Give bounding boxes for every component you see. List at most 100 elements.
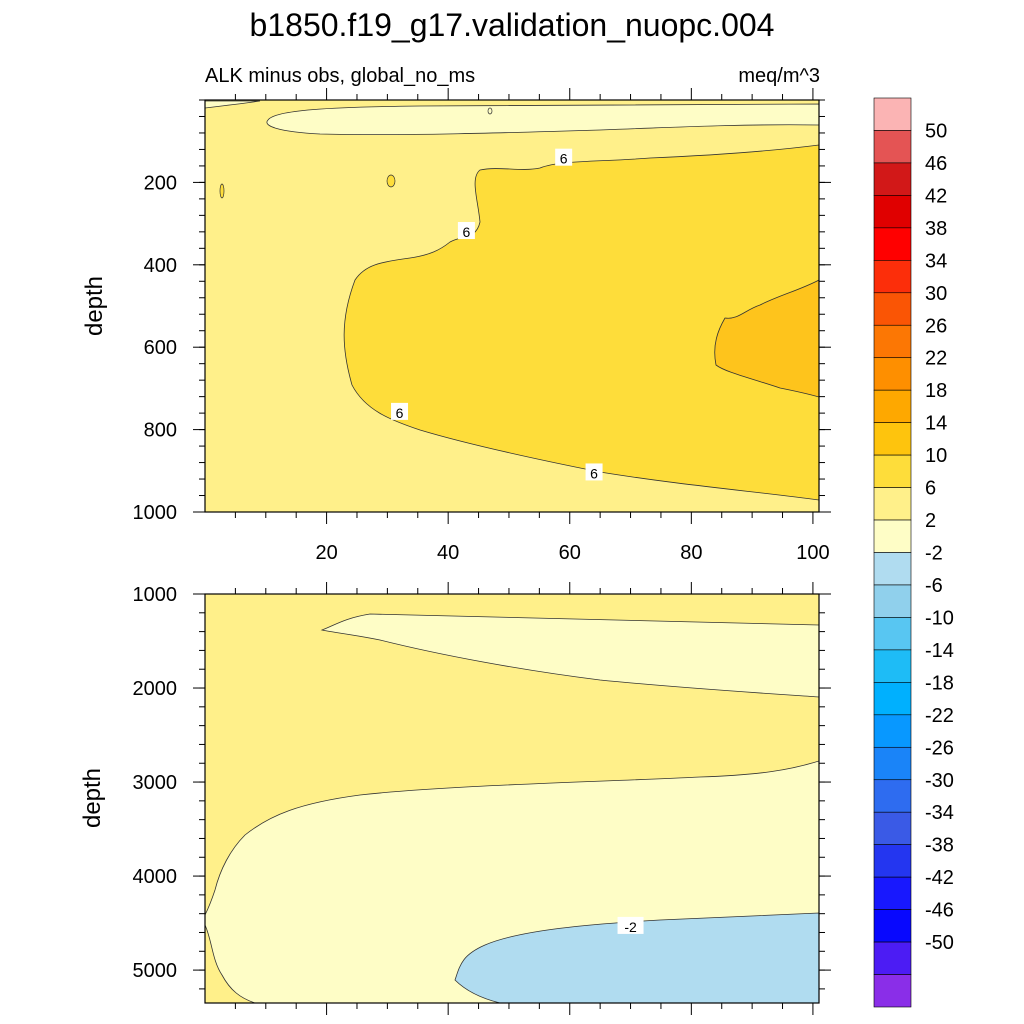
lower-ticks: 1000 2000 3000 4000 5000 xyxy=(133,582,831,1015)
colorbar-swatch xyxy=(873,389,912,423)
colorbar-swatch xyxy=(873,779,912,813)
colorbar-label: 42 xyxy=(925,185,947,207)
contour-label-box xyxy=(617,916,644,934)
colorbar-swatch xyxy=(873,941,912,975)
ytick-label: 2000 xyxy=(133,678,178,700)
ytick-label: 5000 xyxy=(133,960,178,982)
ytick-label: 400 xyxy=(144,255,177,277)
ytick-label: 800 xyxy=(144,420,177,442)
ytick-label: 1000 xyxy=(133,584,178,606)
ytick-label: 200 xyxy=(144,172,177,194)
colorbar-swatch xyxy=(873,974,912,1008)
colorbar-swatch xyxy=(873,324,912,359)
colorbar-label: -42 xyxy=(925,867,954,889)
chart-title: b1850.f19_g17.validation_nuopc.004 xyxy=(250,7,775,43)
colorbar-swatch xyxy=(873,649,912,683)
colorbar-label: 46 xyxy=(925,153,947,175)
colorbar-swatch xyxy=(873,519,912,553)
colorbar-label: -26 xyxy=(925,737,954,759)
colorbar-swatch xyxy=(873,130,912,164)
contour-label-box xyxy=(391,402,409,420)
units-subtitle: meq/m^3 xyxy=(738,65,820,87)
upper-island xyxy=(219,183,225,199)
colorbar-label: 22 xyxy=(925,348,947,370)
colorbar-swatch xyxy=(873,811,912,845)
ytick-label: 600 xyxy=(144,337,177,359)
colorbar-label: -22 xyxy=(925,705,954,727)
colorbar-label: -2 xyxy=(925,543,943,565)
colorbar-swatch xyxy=(873,876,912,910)
ytick-label: 4000 xyxy=(133,866,178,888)
colorbar-label: -34 xyxy=(925,802,954,824)
xtick-label: 100 xyxy=(796,542,829,564)
contour-label: 6 xyxy=(396,405,404,421)
upper-ticks: 200 400 600 800 1000 20 40 60 80 100 xyxy=(133,88,831,564)
contour-label-box xyxy=(585,463,603,481)
colorbar-swatch xyxy=(873,422,912,456)
colorbar-swatch xyxy=(873,260,912,294)
ytick-label: 3000 xyxy=(133,772,178,794)
colorbar-label: -46 xyxy=(925,900,954,922)
colorbar-swatch xyxy=(873,909,912,943)
lower-corner xyxy=(205,924,256,1003)
colorbar-label: -10 xyxy=(925,607,954,629)
lower-negative xyxy=(454,912,819,1003)
xtick-label: 40 xyxy=(437,542,459,564)
upper-frame xyxy=(204,99,820,513)
upper-island xyxy=(386,174,396,188)
lower-frame xyxy=(204,593,820,1004)
colorbar-swatch xyxy=(873,714,912,748)
colorbar-swatch xyxy=(873,454,912,488)
colorbar-swatch xyxy=(873,97,912,131)
upper-fill-10-14 xyxy=(714,279,819,398)
colorbar-label: -6 xyxy=(925,575,943,597)
contour-label-box xyxy=(555,148,573,166)
upper-surface-band xyxy=(266,103,819,136)
colorbar-label: 6 xyxy=(925,478,936,500)
colorbar-swatch xyxy=(873,487,912,521)
contour-label: 6 xyxy=(590,465,598,481)
colorbar-swatch xyxy=(873,552,912,586)
xtick-label: 20 xyxy=(315,542,337,564)
colorbar: 50 46 42 38 34 30 26 22 18 14 10 6 2 -2 -6 -10 -14 -18 -22… xyxy=(873,97,954,1008)
contour-label-box xyxy=(457,222,475,240)
colorbar-swatch xyxy=(873,357,912,391)
colorbar-swatch xyxy=(873,746,912,781)
colorbar-swatch xyxy=(873,292,912,326)
lower-panel: 1000 2000 3000 4000 5000 -2 depth xyxy=(79,582,831,1015)
lower-contour-labels: -2 xyxy=(617,916,644,935)
colorbar-swatch xyxy=(873,584,912,618)
colorbar-label: 50 xyxy=(925,120,947,142)
left-subtitle: ALK minus obs, global_no_ms xyxy=(205,65,475,87)
colorbar-label: 30 xyxy=(925,283,947,305)
colorbar-label: 14 xyxy=(925,413,947,435)
colorbar-swatch xyxy=(873,617,912,651)
colorbar-label: -30 xyxy=(925,770,954,792)
lower-tongue xyxy=(320,613,819,698)
upper-panel: 200 400 600 800 1000 20 40 60 80 100 6 6 6 6 depth xyxy=(81,88,831,564)
colorbar-label: -38 xyxy=(925,835,954,857)
contour-label: 6 xyxy=(560,151,568,167)
colorbar-label: 26 xyxy=(925,315,947,337)
xtick-label: 80 xyxy=(680,542,702,564)
upper-ylabel: depth xyxy=(81,276,108,336)
colorbar-label: -50 xyxy=(925,932,954,954)
colorbar-label: 2 xyxy=(925,510,936,532)
contour-label: -2 xyxy=(624,919,637,935)
colorbar-swatch xyxy=(873,195,912,229)
colorbar-swatch xyxy=(873,682,912,716)
xtick-label: 60 xyxy=(559,542,581,564)
colorbar-swatch xyxy=(873,162,912,196)
lower-ylabel: depth xyxy=(79,768,106,828)
contour-label: 6 xyxy=(463,224,471,240)
upper-fill-6-10 xyxy=(343,144,819,501)
colorbar-swatch xyxy=(873,844,912,878)
upper-island xyxy=(487,107,493,115)
colorbar-label: 10 xyxy=(925,445,947,467)
colorbar-label: 18 xyxy=(925,380,947,402)
colorbar-swatch xyxy=(873,227,912,261)
colorbar-label: -18 xyxy=(925,672,954,694)
colorbar-label: -14 xyxy=(925,640,954,662)
colorbar-label: 34 xyxy=(925,250,947,272)
